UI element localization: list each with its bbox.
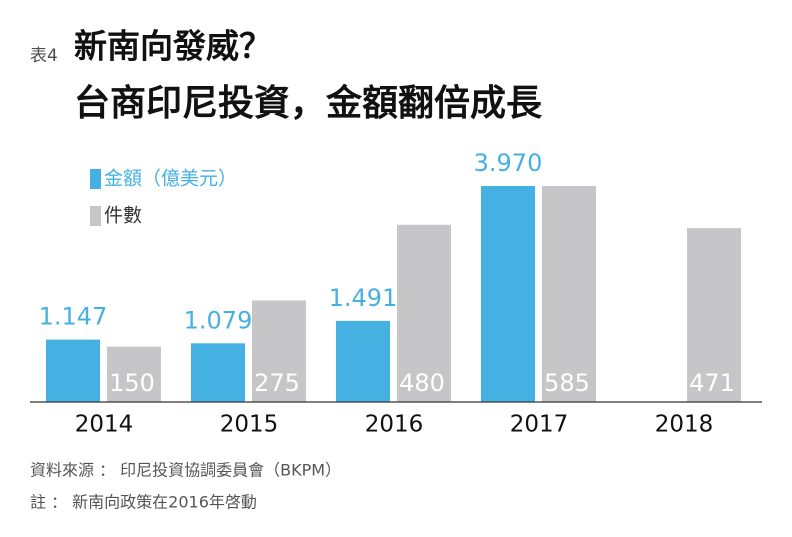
footnote: 註 ： 新南向政策在2016年啓動 bbox=[30, 493, 257, 512]
bar bbox=[397, 224, 451, 402]
value-label: 1.147 bbox=[39, 303, 108, 331]
bar bbox=[687, 228, 741, 402]
value-label: 480 bbox=[399, 369, 445, 397]
bar bbox=[46, 339, 100, 402]
legend-swatch bbox=[90, 206, 101, 226]
value-label: 275 bbox=[254, 369, 300, 397]
bar bbox=[481, 186, 535, 402]
value-label: 150 bbox=[109, 369, 155, 397]
legend-label: 金額（億美元） bbox=[104, 168, 237, 190]
x-tick-label: 2016 bbox=[365, 412, 424, 438]
value-label: 471 bbox=[689, 369, 735, 397]
value-label: 3.970 bbox=[474, 149, 543, 177]
value-label: 585 bbox=[544, 369, 590, 397]
x-tick-label: 2017 bbox=[510, 412, 569, 438]
x-tick-label: 2015 bbox=[220, 412, 279, 438]
source-note: 資料來源 ： 印尼投資協調委員會（BKPM） bbox=[30, 461, 341, 480]
bar bbox=[252, 300, 306, 402]
bar bbox=[542, 186, 596, 402]
x-tick-label: 2018 bbox=[655, 412, 714, 438]
bar bbox=[336, 320, 390, 402]
legend-label: 件數 bbox=[104, 205, 142, 227]
chart-title: 台商印尼投資，金額翻倍成長 bbox=[74, 82, 543, 124]
legend-swatch bbox=[90, 169, 101, 189]
bar bbox=[191, 343, 245, 402]
value-label: 1.491 bbox=[329, 284, 398, 312]
bar bbox=[107, 346, 161, 402]
chart-label: 表4 bbox=[30, 46, 58, 66]
value-label: 1.079 bbox=[184, 306, 253, 334]
x-tick-label: 2014 bbox=[75, 412, 134, 438]
chart-title: 新南向發威？ bbox=[74, 27, 272, 66]
